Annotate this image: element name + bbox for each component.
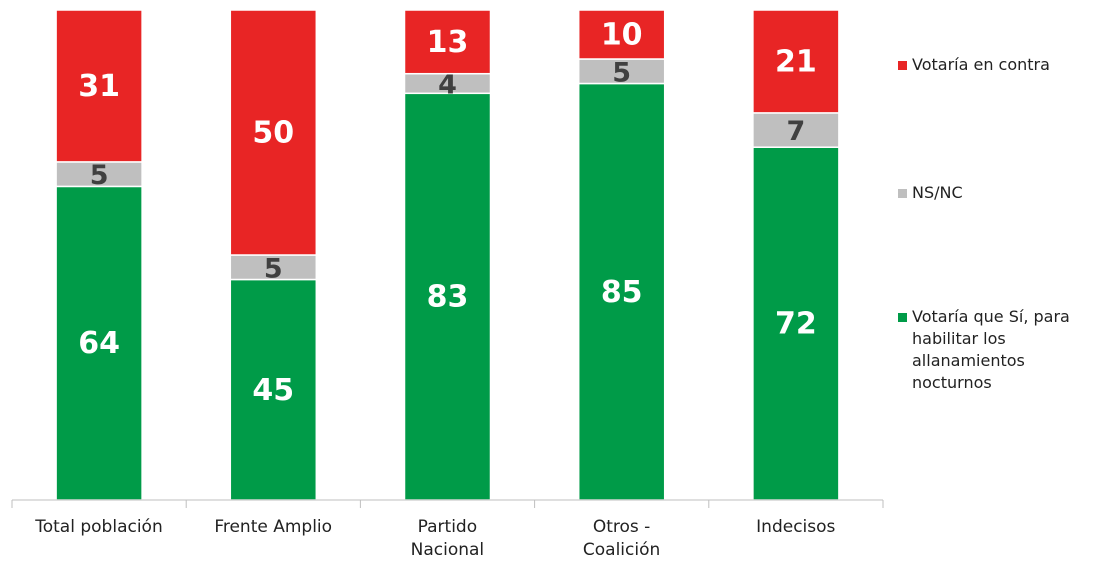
- legend-entry: NS/NC: [898, 182, 1092, 204]
- data-label: 10: [601, 18, 643, 53]
- bar-segment: [229, 9, 318, 256]
- bar-segment: [577, 82, 666, 501]
- data-label: 31: [78, 69, 120, 104]
- data-label: 5: [264, 253, 283, 284]
- bar-segment: [577, 9, 666, 60]
- data-label: 5: [612, 57, 631, 88]
- legend-entry: Votaría en contra: [898, 54, 1092, 76]
- legend-swatch: [898, 313, 907, 322]
- legend-swatch: [898, 189, 907, 198]
- x-tick-label: Partido Nacional: [410, 517, 485, 560]
- data-label: 72: [775, 307, 817, 342]
- bar-segment: [55, 161, 143, 188]
- bar-segment: [55, 9, 143, 163]
- bar-segment: [55, 185, 143, 501]
- data-label: 7: [787, 116, 806, 147]
- bar-segment: [229, 278, 318, 501]
- x-tick-label: Indecisos: [756, 517, 836, 537]
- bar-segment: [403, 9, 492, 75]
- data-label: 64: [78, 326, 120, 361]
- x-tick-label: Total población: [35, 517, 163, 537]
- data-label: 85: [601, 275, 643, 310]
- bar-segment: [752, 112, 840, 148]
- legend-swatch: [898, 61, 907, 70]
- data-label: 21: [775, 44, 817, 79]
- data-label: 50: [252, 116, 294, 151]
- x-tick-label: Otros - Coalición: [582, 517, 661, 560]
- data-label: 4: [438, 70, 457, 101]
- data-label: 45: [252, 373, 294, 408]
- bar-segment: [752, 9, 840, 114]
- data-label: 83: [427, 280, 469, 315]
- legend-entry: Votaría que Sí, para habilitar los allan…: [898, 306, 1092, 394]
- data-label: 13: [427, 25, 469, 60]
- data-label: 5: [90, 160, 109, 191]
- x-tick-label: Frente Amplio: [214, 517, 333, 537]
- bar-segment: [577, 58, 666, 85]
